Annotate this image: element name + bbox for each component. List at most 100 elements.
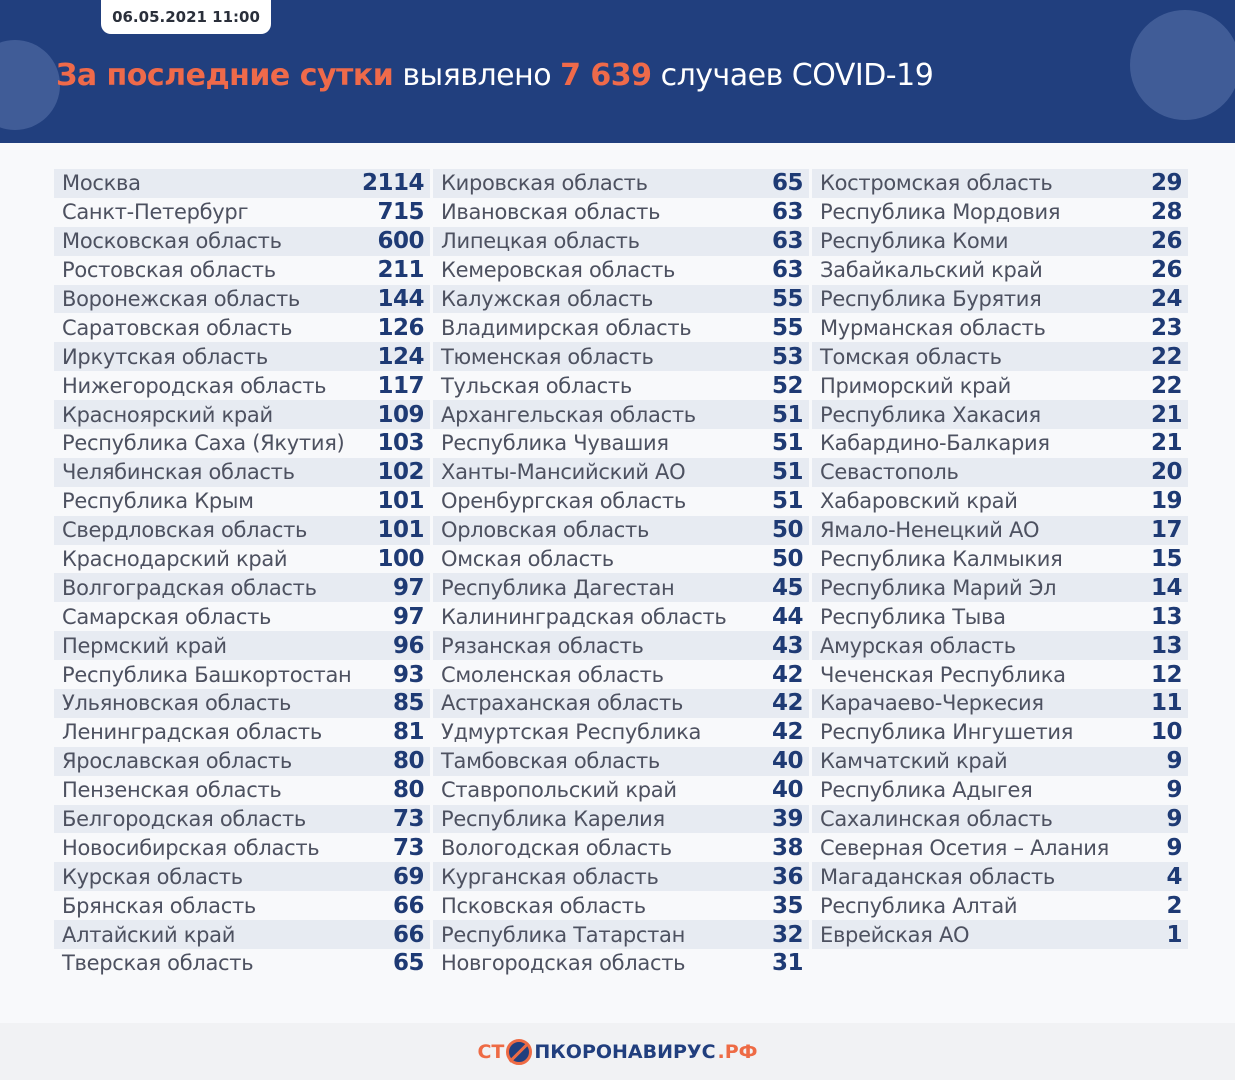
region-name: Москва	[62, 171, 141, 196]
region-name: Тверская область	[62, 951, 254, 976]
header-banner: 06.05.2021 11:00 За последние сутки выяв…	[0, 0, 1235, 143]
region-row: Ивановская область 63	[433, 198, 809, 227]
region-name: Республика Хакасия	[820, 402, 1041, 427]
region-name: Воронежская область	[62, 287, 300, 311]
case-count: 55	[771, 286, 804, 312]
case-count: 96	[392, 632, 425, 659]
case-count: 63	[771, 257, 804, 284]
case-count: 65	[392, 950, 425, 977]
case-count: 85	[392, 690, 425, 717]
case-count: 38	[771, 834, 804, 861]
region-row: Удмуртская Республика 42	[433, 718, 809, 747]
region-row: Республика Карелия 39	[433, 804, 809, 834]
region-name: Новгородская область	[441, 951, 686, 976]
case-count: 13	[1150, 603, 1183, 630]
region-name: Волгоградская область	[62, 575, 317, 600]
region-name: Республика Дагестан	[441, 575, 675, 600]
region-name: Республика Чувашия	[441, 431, 669, 456]
region-row: Республика Бурятия 24	[812, 284, 1188, 314]
region-row: Кировская область 65	[433, 169, 809, 198]
region-name: Ярославская область	[62, 749, 292, 774]
case-count: 10	[1150, 719, 1183, 746]
region-name: Тамбовская область	[441, 749, 660, 774]
case-count: 21	[1150, 401, 1183, 428]
date-badge: 06.05.2021 11:00	[101, 0, 271, 34]
region-name: Ульяновская область	[62, 691, 292, 716]
case-count: 73	[392, 806, 425, 833]
case-count: 15	[1150, 546, 1183, 573]
region-row: Астраханская область 42	[433, 689, 809, 718]
region-row: Московская область 600	[54, 226, 430, 256]
region-name: Костромская область	[820, 171, 1053, 196]
total-cases: 7 639	[560, 58, 652, 93]
case-count: 39	[771, 806, 804, 833]
region-row: Республика Крым 101	[54, 487, 430, 516]
region-column: Москва 2114 Санкт-Петербург 715 Московская о…	[54, 169, 430, 978]
virus-decoration-icon	[1130, 10, 1235, 120]
region-row: Саратовская область 126	[54, 313, 430, 342]
region-name: Хабаровский край	[820, 489, 1018, 514]
case-count: 117	[377, 372, 424, 399]
region-name: Рязанская область	[441, 633, 644, 658]
case-count: 44	[771, 603, 804, 630]
case-count: 52	[771, 372, 804, 399]
region-name: Самарская область	[62, 604, 272, 629]
case-count: 22	[1150, 343, 1183, 370]
case-count: 66	[392, 921, 425, 948]
region-row: Республика Чувашия 51	[433, 429, 809, 458]
region-row: Курганская область 36	[433, 862, 809, 892]
region-row: Ростовская область 211	[54, 256, 430, 285]
region-name: Северная Осетия – Алания	[820, 835, 1109, 860]
region-row: Ханты-Мансийский АО 51	[433, 457, 809, 487]
region-name: Республика Марий Эл	[820, 575, 1057, 600]
region-name: Смоленская область	[441, 662, 664, 687]
region-name: Забайкальский край	[820, 258, 1043, 283]
region-name: Тульская область	[441, 373, 632, 398]
region-name: Республика Крым	[62, 489, 254, 514]
region-row: Тульская область 52	[433, 371, 809, 400]
region-name: Республика Ингушетия	[820, 720, 1074, 745]
region-row: Липецкая область 63	[433, 226, 809, 256]
region-name: Алтайский край	[62, 922, 236, 947]
region-name: Республика Мордовия	[820, 200, 1061, 225]
region-row: Республика Татарстан 32	[433, 920, 809, 950]
case-count: 63	[771, 199, 804, 226]
region-row: Красноярский край 109	[54, 400, 430, 430]
case-count: 65	[771, 170, 804, 197]
region-name: Астраханская область	[441, 691, 684, 716]
region-row: Брянская область 66	[54, 891, 430, 920]
region-row: Воронежская область 144	[54, 284, 430, 314]
region-name: Санкт-Петербург	[62, 200, 249, 225]
region-row: Сахалинская область 9	[812, 804, 1188, 834]
region-row: Кемеровская область 63	[433, 256, 809, 285]
region-name: Магаданская область	[820, 864, 1055, 889]
region-name: Краснодарский край	[62, 547, 288, 572]
region-name: Амурская область	[820, 633, 1016, 658]
region-row: Курская область 69	[54, 862, 430, 892]
case-count: 35	[771, 892, 804, 919]
case-count: 55	[771, 314, 804, 341]
case-count: 50	[771, 517, 804, 544]
case-count: 24	[1150, 286, 1183, 312]
region-name: Ямало-Ненецкий АО	[820, 518, 1040, 543]
region-row: Республика Саха (Якутия) 103	[54, 429, 430, 458]
region-name: Свердловская область	[62, 518, 308, 543]
region-row: Тамбовская область 40	[433, 746, 809, 776]
region-name: Новосибирская область	[62, 835, 320, 860]
case-count: 144	[377, 286, 424, 312]
region-row: Краснодарский край 100	[54, 545, 430, 574]
case-count: 36	[771, 863, 804, 890]
case-count: 9	[1166, 806, 1182, 833]
case-count: 9	[1166, 777, 1182, 804]
region-row: Ставропольский край 40	[433, 776, 809, 805]
region-row: Свердловская область 101	[54, 515, 430, 545]
case-count: 22	[1150, 372, 1183, 399]
region-name: Оренбургская область	[441, 489, 686, 514]
case-count: 20	[1150, 459, 1183, 486]
region-column: Кировская область 65 Ивановская область 63 Л…	[433, 169, 809, 978]
region-row: Забайкальский край 26	[812, 256, 1188, 285]
region-name: Саратовская область	[62, 315, 293, 340]
region-row: Нижегородская область 117	[54, 371, 430, 400]
region-row: Республика Тыва 13	[812, 602, 1188, 631]
region-name: Иркутская область	[62, 344, 268, 369]
